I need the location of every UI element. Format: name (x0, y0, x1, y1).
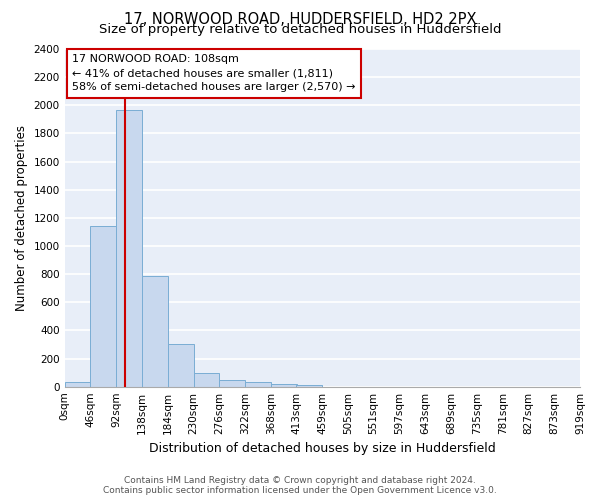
Y-axis label: Number of detached properties: Number of detached properties (15, 125, 28, 311)
Bar (296, 384, 322, 386)
Bar (271, 384, 297, 386)
Bar (142, 276, 168, 386)
Bar (91, 226, 116, 386)
Bar (194, 372, 220, 386)
Text: 17 NORWOOD ROAD: 108sqm
← 41% of detached houses are smaller (1,811)
58% of semi: 17 NORWOOD ROAD: 108sqm ← 41% of detache… (73, 54, 356, 92)
X-axis label: Distribution of detached houses by size in Huddersfield: Distribution of detached houses by size … (149, 442, 496, 455)
Bar (116, 110, 142, 386)
Bar (220, 380, 245, 386)
Text: 17, NORWOOD ROAD, HUDDERSFIELD, HD2 2PX: 17, NORWOOD ROAD, HUDDERSFIELD, HD2 2PX (124, 12, 476, 28)
Text: Contains HM Land Registry data © Crown copyright and database right 2024.
Contai: Contains HM Land Registry data © Crown c… (103, 476, 497, 495)
Bar (168, 344, 194, 387)
Bar (245, 382, 271, 386)
Bar (65, 382, 91, 386)
Text: Size of property relative to detached houses in Huddersfield: Size of property relative to detached ho… (99, 22, 501, 36)
